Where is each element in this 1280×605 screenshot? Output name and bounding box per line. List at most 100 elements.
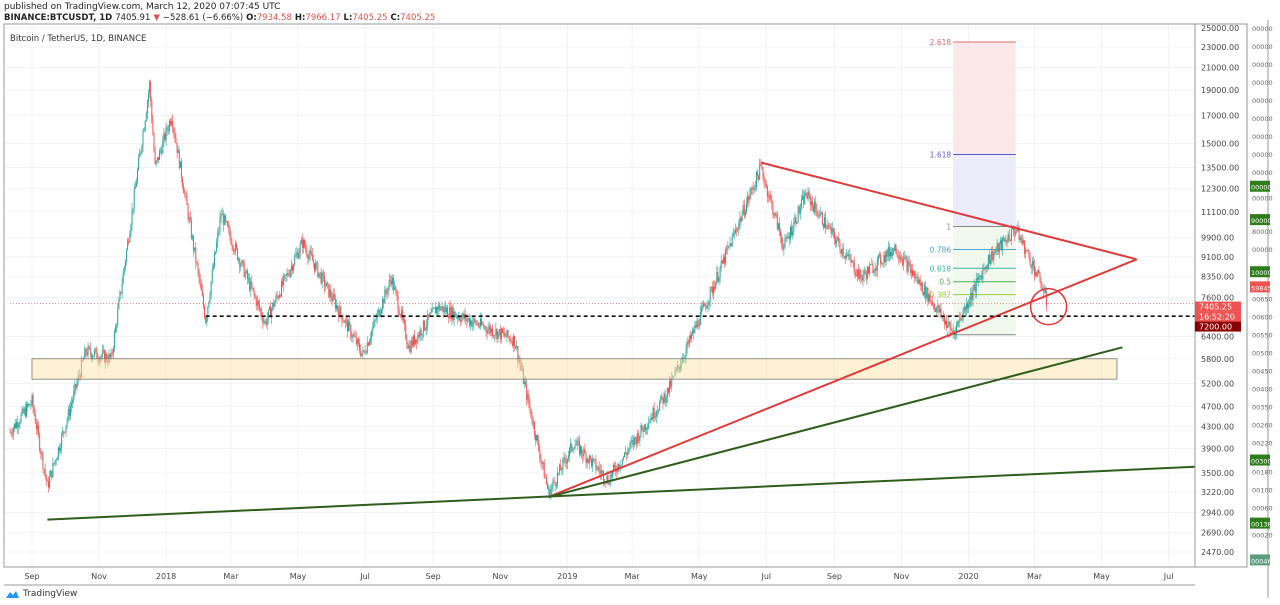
candle <box>536 435 538 441</box>
candle <box>445 307 447 312</box>
candle <box>1039 273 1041 282</box>
time-tick: Sep <box>426 572 441 581</box>
candle <box>721 260 723 264</box>
candle <box>992 251 994 261</box>
candle <box>716 272 718 282</box>
candle <box>78 375 80 377</box>
candle <box>496 329 498 339</box>
candle <box>809 195 811 206</box>
candle <box>543 462 545 479</box>
candle <box>520 364 522 370</box>
candle <box>294 256 296 265</box>
candle <box>284 274 286 276</box>
candle <box>614 465 616 467</box>
secondary-tick: 00000 <box>1252 246 1273 254</box>
candle <box>591 458 593 467</box>
secondary-tag <box>1250 554 1270 566</box>
candle <box>113 332 115 349</box>
candle <box>245 270 247 273</box>
candle <box>282 281 284 286</box>
candle <box>873 271 875 273</box>
candle <box>632 440 634 445</box>
candle <box>274 301 276 307</box>
candle <box>572 449 574 451</box>
candle <box>503 332 505 334</box>
low-label: L: <box>343 13 353 23</box>
candle <box>405 324 407 339</box>
candle <box>518 360 520 362</box>
candle <box>677 365 679 367</box>
candle <box>645 428 647 430</box>
candle <box>930 301 932 302</box>
candle <box>191 236 193 239</box>
candle <box>764 183 766 185</box>
candle <box>662 397 664 404</box>
secondary-tag-text: 59845 <box>1251 284 1272 292</box>
candle <box>957 321 959 325</box>
secondary-tag-text: 00000 <box>1251 184 1272 192</box>
candle <box>993 252 995 261</box>
candle <box>156 157 158 161</box>
candle <box>305 246 307 250</box>
candle <box>729 243 731 246</box>
candle <box>318 272 320 277</box>
candle <box>180 161 182 179</box>
candle <box>988 254 990 264</box>
time-tick: Mar <box>1027 572 1043 581</box>
candle <box>925 285 927 299</box>
candle <box>104 350 106 363</box>
candle <box>696 320 698 328</box>
close-value: 7405.25 <box>400 13 436 23</box>
plot-border <box>3 23 1196 568</box>
candle <box>465 314 467 321</box>
candle <box>91 356 93 359</box>
candle <box>74 384 76 391</box>
candle <box>756 171 758 176</box>
fib-level-label: 1.618 <box>930 150 952 159</box>
candle <box>161 150 163 154</box>
time-tick: Mar <box>625 572 641 581</box>
candle <box>971 292 973 300</box>
candle <box>936 308 938 312</box>
candle <box>800 199 802 208</box>
time-tick: May <box>691 572 708 581</box>
candle <box>597 466 599 470</box>
candle <box>473 318 475 324</box>
candle <box>517 346 519 362</box>
candle <box>35 423 37 429</box>
candle <box>897 255 899 259</box>
candle <box>268 306 270 310</box>
candle <box>12 428 14 435</box>
candle <box>541 460 543 464</box>
candle <box>627 450 629 455</box>
candle <box>169 121 171 125</box>
candle <box>270 306 272 318</box>
candle <box>667 387 669 393</box>
candle <box>228 226 230 229</box>
candle <box>461 317 463 322</box>
candle <box>124 261 126 267</box>
price-tick: 23000.00 <box>1201 43 1239 52</box>
candle <box>744 212 746 216</box>
candle <box>793 222 795 232</box>
candle <box>582 453 584 457</box>
candle <box>261 310 263 318</box>
candle <box>417 334 419 343</box>
candle <box>749 194 751 201</box>
time-tick: Nov <box>894 572 910 581</box>
candle <box>194 247 196 251</box>
candle <box>718 277 720 282</box>
candle <box>564 457 566 462</box>
candle <box>998 243 1000 252</box>
candle <box>707 304 709 306</box>
candle <box>50 470 52 477</box>
candle <box>876 258 878 271</box>
secondary-tick: 00000 <box>1252 97 1273 105</box>
candle <box>991 251 993 260</box>
candle <box>948 322 950 326</box>
open-value: 7934.58 <box>256 13 292 23</box>
candle <box>303 240 305 248</box>
candle <box>227 221 229 227</box>
candle <box>414 335 416 345</box>
